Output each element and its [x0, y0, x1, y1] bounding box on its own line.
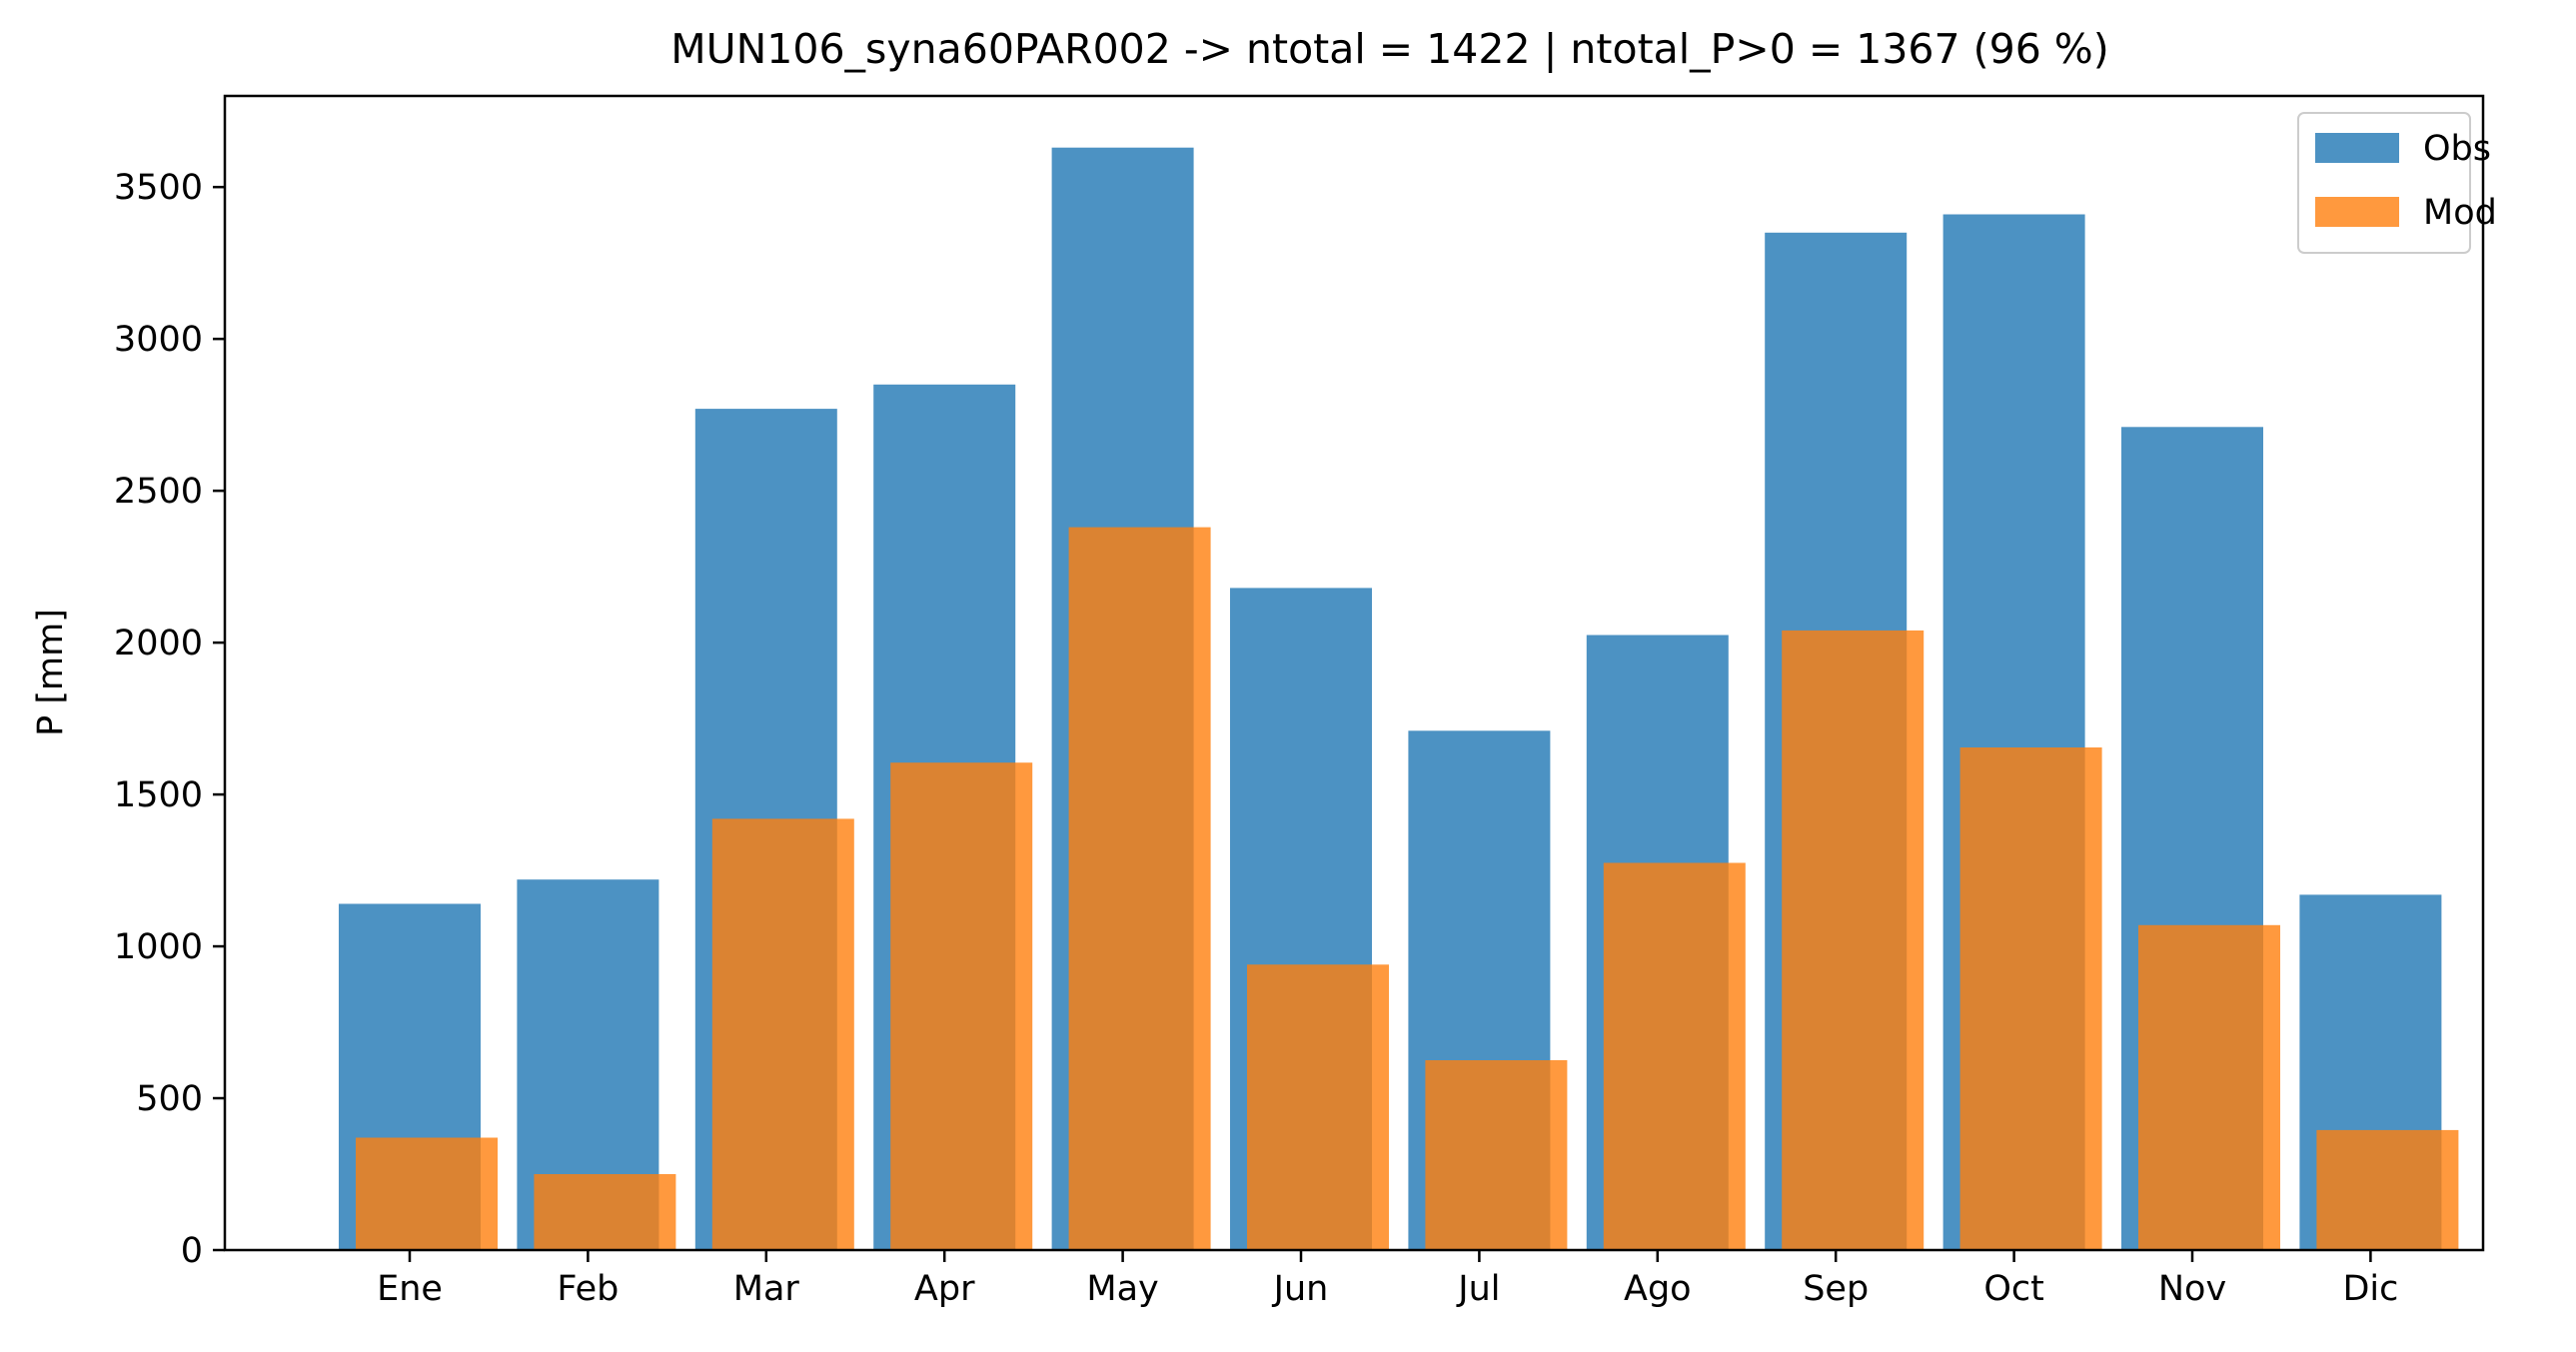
y-tick-label: 500 — [136, 1079, 203, 1119]
y-tick-label: 3000 — [114, 320, 203, 360]
x-tick-label: Dic — [2342, 1269, 2398, 1309]
y-axis-label: P [mm] — [31, 609, 71, 736]
x-tick-label: Jul — [1456, 1269, 1500, 1309]
x-tick-label: Nov — [2158, 1269, 2226, 1309]
bar-mod-apr — [890, 762, 1033, 1250]
y-tick-label: 3500 — [114, 168, 203, 208]
legend-label-mod: Mod — [2423, 193, 2497, 233]
bar-mod-dic — [2316, 1129, 2459, 1250]
x-tick-label: May — [1086, 1269, 1158, 1309]
y-tick-label: 1000 — [114, 927, 203, 967]
bar-mod-jun — [1247, 964, 1389, 1250]
y-tick-label: 1500 — [114, 775, 203, 815]
bar-mod-sep — [1782, 630, 1925, 1250]
chart-title: MUN106_syna60PAR002 -> ntotal = 1422 | n… — [670, 25, 2109, 73]
y-tick-label: 0 — [181, 1231, 203, 1271]
bars-layer — [339, 147, 2459, 1251]
x-tick-label: Apr — [914, 1269, 975, 1309]
bar-mod-mar — [711, 818, 854, 1250]
y-tick-label: 2000 — [114, 624, 203, 664]
legend-swatch-obs — [2315, 133, 2399, 163]
bar-mod-feb — [534, 1174, 676, 1250]
x-tick-label: Ago — [1624, 1269, 1692, 1309]
x-axis: Ene Feb Mar Apr May Jun Jul Ago Sep Oct Nov Dic — [377, 1250, 2398, 1309]
legend-label-obs: Obs — [2423, 129, 2491, 169]
bar-mod-jul — [1425, 1060, 1568, 1250]
bar-mod-oct — [1959, 747, 2102, 1250]
y-axis: 0 500 1000 1500 2000 2500 3000 3500 — [114, 168, 225, 1271]
x-tick-label: Jun — [1272, 1269, 1329, 1309]
bar-mod-ene — [356, 1137, 498, 1250]
legend: Obs Mod — [2297, 112, 2497, 254]
y-tick-label: 2500 — [114, 472, 203, 512]
x-tick-label: Sep — [1803, 1269, 1869, 1309]
x-tick-label: Mar — [733, 1269, 800, 1309]
x-tick-label: Ene — [377, 1269, 443, 1309]
legend-swatch-mod — [2315, 197, 2399, 227]
bar-mod-ago — [1603, 862, 1746, 1250]
axes-frame — [223, 94, 2485, 1252]
x-tick-label: Feb — [557, 1269, 619, 1309]
bar-mod-nov — [2138, 924, 2280, 1250]
bar-mod-may — [1068, 527, 1211, 1250]
x-tick-label: Oct — [1983, 1269, 2044, 1309]
